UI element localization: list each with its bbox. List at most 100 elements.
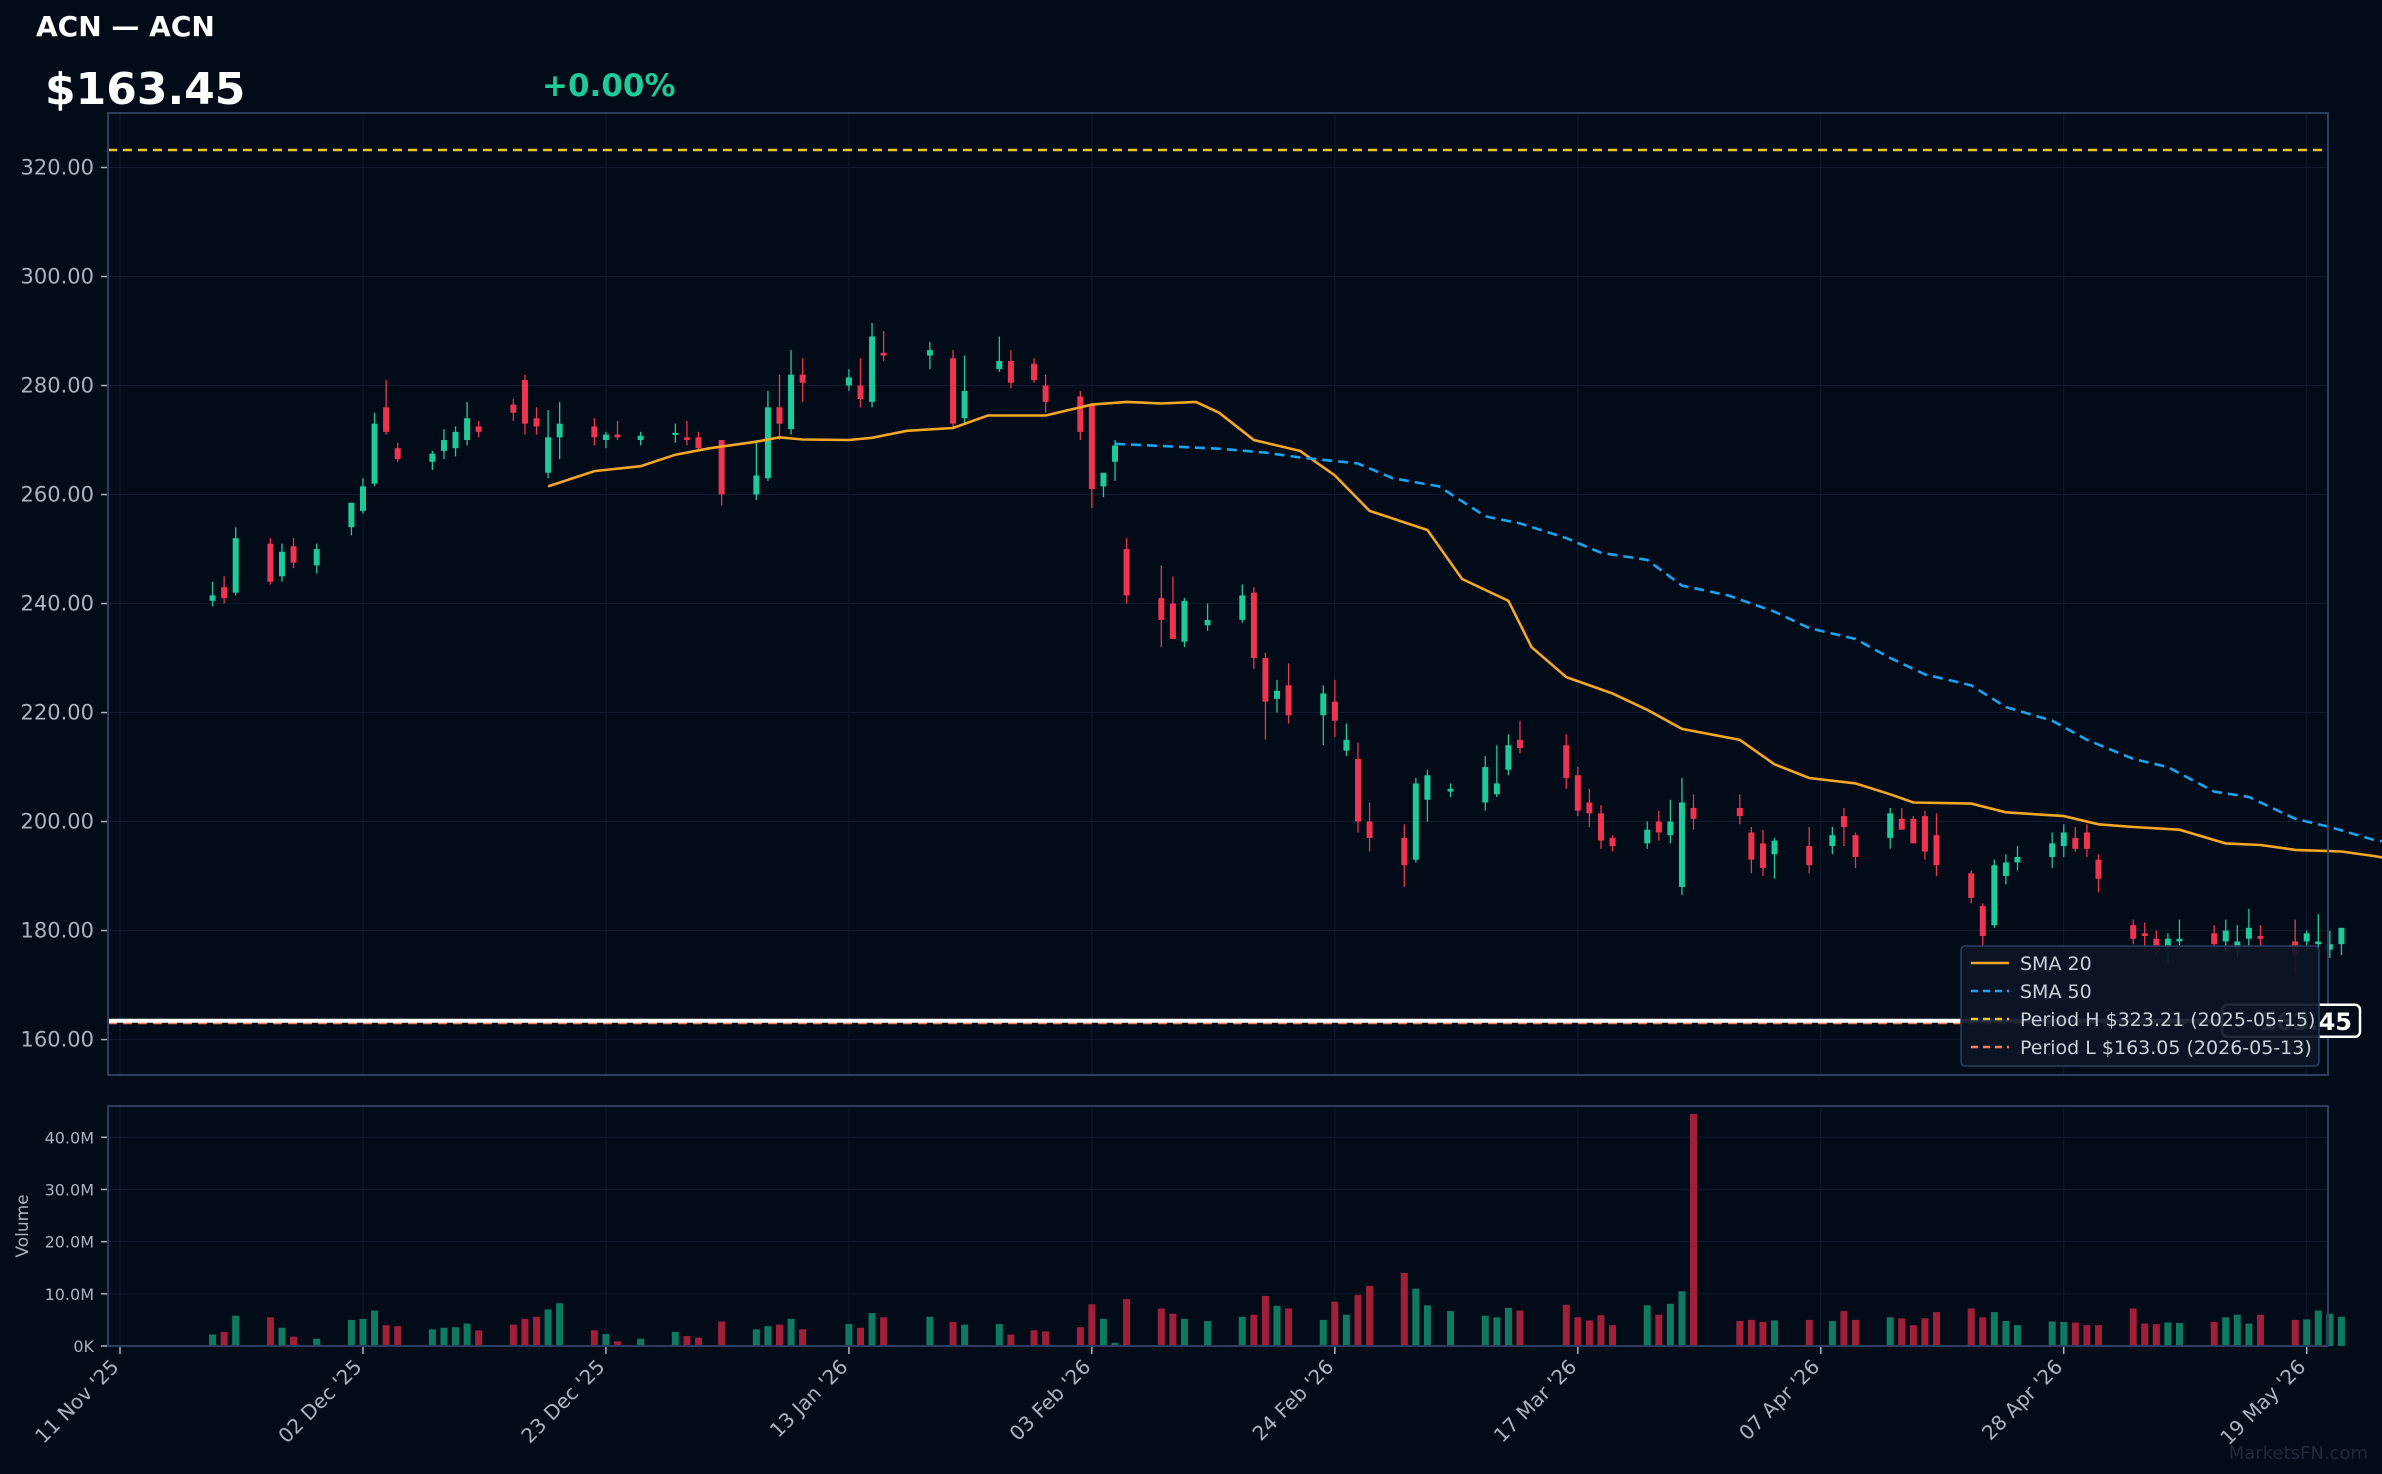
candle-body [464, 418, 471, 441]
volume-bar [1007, 1334, 1015, 1346]
volume-bar [961, 1324, 969, 1346]
chart-legend: SMA 20 SMA 50 Period H $323.21 (2025-05-15… [1960, 945, 2320, 1067]
volume-bar [995, 1324, 1003, 1346]
volume-bar [382, 1325, 390, 1346]
volume-bar [2071, 1322, 2079, 1346]
candle-body [1898, 818, 1905, 830]
volume-bar [1169, 1313, 1177, 1346]
volume-bar [1921, 1318, 1929, 1346]
volume-bar [428, 1329, 436, 1346]
volume-bar [1852, 1319, 1859, 1346]
volume-bar [1030, 1330, 1038, 1346]
candle-body [2211, 933, 2218, 945]
candle-body [1181, 600, 1188, 642]
price-tick-label: 180.00 [21, 919, 94, 943]
candle-body [1748, 832, 1755, 860]
volume-bar [1447, 1311, 1455, 1346]
candle-body [521, 380, 528, 424]
candle-body [857, 385, 864, 400]
volume-axis-label: Volume [13, 1194, 33, 1257]
candle-body [475, 426, 482, 432]
candle-body [996, 360, 1003, 370]
volume-bar [1412, 1288, 1420, 1346]
legend-label: Period H $323.21 (2025-05-15) [2020, 1009, 2315, 1031]
candle-body [1343, 739, 1350, 751]
volume-bar [1180, 1318, 1188, 1346]
volume-bar [1493, 1317, 1501, 1346]
volume-bar [278, 1327, 286, 1346]
volume-tick-label: 40.0M [45, 1128, 94, 1147]
volume-bar [926, 1316, 934, 1346]
sma20-line [547, 400, 2382, 859]
volume-bar [290, 1336, 298, 1346]
volume-bar [1655, 1314, 1663, 1346]
volume-bar [1909, 1325, 1917, 1346]
candle-body [2049, 843, 2056, 857]
candle-body [2303, 933, 2310, 942]
candle-body [209, 595, 216, 601]
legend-label: SMA 20 [2020, 953, 2092, 975]
candle-body [290, 546, 297, 563]
candle-body [278, 551, 285, 577]
current-price: $163.45 [45, 64, 246, 115]
volume-bar [2094, 1325, 2102, 1346]
candle-body [683, 437, 690, 441]
moving-average-lines [547, 400, 2382, 859]
candle-body [2002, 862, 2009, 877]
volume-bar [1736, 1320, 1744, 1346]
volume-bar [533, 1316, 541, 1346]
candle-body [1829, 835, 1836, 847]
volume-bar [2303, 1319, 2311, 1346]
volume-bar [602, 1334, 610, 1346]
candle-body [1505, 745, 1512, 770]
candle-body [1771, 840, 1778, 855]
volume-bar [845, 1324, 853, 1346]
volume-bar [1666, 1303, 1674, 1346]
volume-bar [1678, 1291, 1686, 1346]
volume-bar [949, 1322, 957, 1346]
candle-body [1401, 837, 1408, 866]
volume-bar [1597, 1315, 1605, 1346]
volume-bar [614, 1341, 622, 1346]
price-tick-label: 160.00 [21, 1028, 94, 1052]
candle-body [371, 423, 378, 484]
candle-body [452, 431, 459, 449]
volume-bars [209, 1113, 2345, 1346]
volume-bar [347, 1319, 355, 1346]
volume-tick-label: 20.0M [45, 1233, 94, 1252]
candle-body [1250, 592, 1257, 659]
candle-body [1597, 813, 1604, 841]
candle-body [1447, 788, 1454, 792]
candle-body [2222, 930, 2229, 942]
volume-bar [1319, 1319, 1327, 1346]
candle-body [1112, 445, 1119, 462]
volume-bar [1331, 1301, 1339, 1346]
volume-bar [1273, 1305, 1281, 1346]
volume-bar [2175, 1323, 2183, 1346]
date-tick-label: 28 Apr '26 [1977, 1355, 2067, 1445]
price-change-percent: +0.00% [542, 68, 676, 104]
volume-bar [1759, 1322, 1767, 1346]
candle-body [799, 374, 806, 383]
candle-body [845, 377, 852, 386]
volume-bar [1504, 1307, 1512, 1346]
candle-body [1644, 829, 1651, 844]
volume-bar [637, 1338, 645, 1346]
candle-body [1204, 619, 1211, 626]
volume-bar [671, 1331, 679, 1346]
candle-body [1285, 685, 1292, 716]
candle-body [440, 440, 447, 451]
candle-body [764, 407, 771, 479]
candle-body [1655, 821, 1662, 833]
candle-body [1979, 906, 1986, 937]
volume-bar [1099, 1318, 1107, 1346]
candle-body [1123, 549, 1130, 596]
candle-body [961, 390, 968, 419]
volume-bar [1123, 1299, 1131, 1346]
volume-bar [463, 1323, 471, 1346]
candle-body [2338, 927, 2345, 945]
candle-body [267, 543, 274, 582]
volume-bar [2233, 1314, 2241, 1346]
price-tick-label: 240.00 [21, 592, 94, 616]
